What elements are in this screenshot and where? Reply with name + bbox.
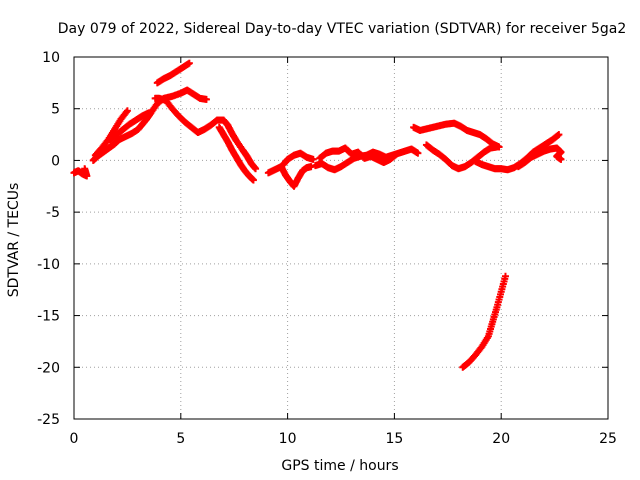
- y-axis-label: SDTVAR / TECUs: [6, 183, 22, 298]
- axis-ticks: [73, 56, 609, 420]
- data-point: [557, 155, 565, 163]
- data-point: [81, 165, 89, 173]
- y-tick-label: -25: [37, 412, 60, 428]
- data-point: [493, 143, 501, 151]
- x-tick-label: 5: [176, 431, 185, 447]
- data-points: [70, 59, 565, 371]
- x-tick-label: 10: [279, 431, 297, 447]
- y-tick-labels: 10 5 0 -5 -10 -15 -20 -25: [37, 50, 60, 428]
- grid-lines: [74, 57, 608, 419]
- data-point: [309, 155, 317, 163]
- x-tick-label: 20: [492, 431, 510, 447]
- data-point: [307, 163, 315, 171]
- y-tick-label: -5: [46, 205, 60, 221]
- y-tick-label: -20: [37, 360, 60, 376]
- data-point: [185, 59, 193, 67]
- data-point: [202, 95, 210, 103]
- data-point: [555, 131, 563, 139]
- x-axis-label: GPS time / hours: [281, 458, 398, 474]
- chart-title: Day 079 of 2022, Sidereal Day-to-day VTE…: [58, 21, 627, 37]
- data-point: [252, 165, 260, 173]
- data-point: [249, 176, 257, 184]
- data-point: [123, 107, 131, 115]
- y-tick-label: -15: [37, 309, 60, 325]
- x-tick-label: 0: [70, 431, 79, 447]
- y-tick-label: 0: [51, 153, 60, 169]
- x-tick-label: 25: [599, 431, 617, 447]
- y-tick-label: 10: [42, 50, 60, 66]
- plot-frame: [73, 56, 609, 420]
- y-tick-label: 5: [51, 102, 60, 118]
- y-tick-label: -10: [37, 257, 60, 273]
- x-tick-label: 15: [385, 431, 403, 447]
- data-point: [501, 272, 509, 280]
- data-point: [145, 109, 153, 117]
- data-point: [393, 150, 401, 158]
- x-tick-labels: 0 5 10 15 20 25: [70, 431, 617, 447]
- data-point: [414, 149, 422, 157]
